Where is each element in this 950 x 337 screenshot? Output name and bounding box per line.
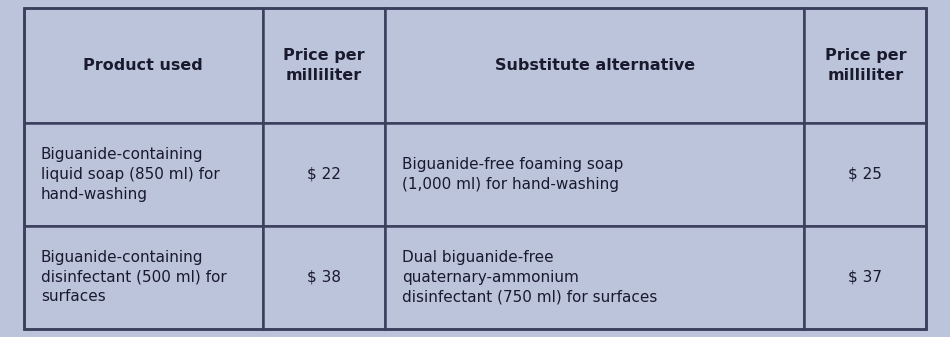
Bar	[24, 226, 263, 329]
Bar	[385, 226, 805, 329]
Bar	[805, 8, 926, 123]
Text: Substitute alternative: Substitute alternative	[495, 58, 694, 73]
Bar	[24, 123, 263, 226]
Text: $ 38: $ 38	[307, 270, 341, 285]
Bar	[24, 8, 263, 123]
Bar	[263, 123, 385, 226]
Bar	[385, 123, 805, 226]
Text: Product used: Product used	[84, 58, 203, 73]
Text: $ 25: $ 25	[848, 167, 883, 182]
Bar	[805, 123, 926, 226]
Text: Price per
milliliter: Price per milliliter	[283, 48, 365, 83]
Text: Biguanide-containing
disinfectant (500 ml) for
surfaces: Biguanide-containing disinfectant (500 m…	[41, 250, 227, 304]
Bar	[385, 8, 805, 123]
Text: Dual biguanide-free
quaternary-ammonium
disinfectant (750 ml) for surfaces: Dual biguanide-free quaternary-ammonium …	[402, 250, 657, 304]
Bar	[805, 226, 926, 329]
Text: $ 22: $ 22	[307, 167, 341, 182]
Bar	[263, 8, 385, 123]
Text: $ 37: $ 37	[848, 270, 883, 285]
Text: Biguanide-containing
liquid soap (850 ml) for
hand-washing: Biguanide-containing liquid soap (850 ml…	[41, 147, 219, 202]
Bar	[263, 226, 385, 329]
Text: Biguanide-free foaming soap
(1,000 ml) for hand-washing: Biguanide-free foaming soap (1,000 ml) f…	[402, 157, 623, 192]
Text: Price per
milliliter: Price per milliliter	[825, 48, 906, 83]
